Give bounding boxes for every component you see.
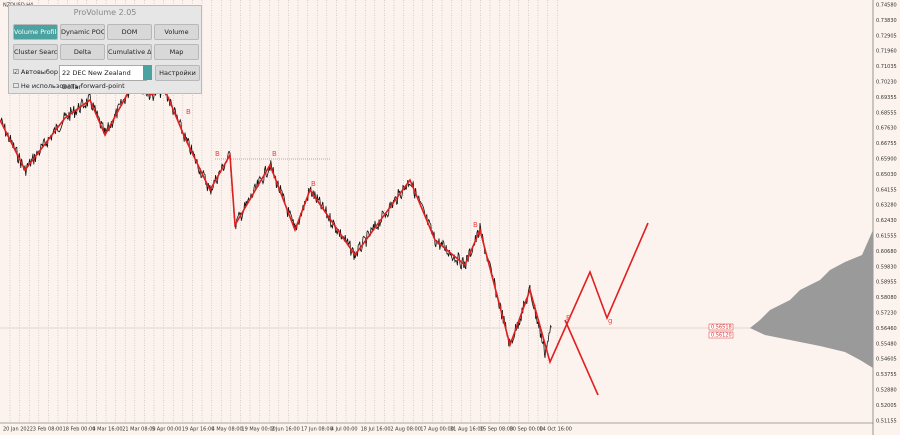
price-label: 0.51155 — [876, 418, 897, 424]
tool-button[interactable]: Map — [154, 44, 199, 60]
price-label: 0.68555 — [876, 110, 897, 116]
price-label: 0.56460 — [876, 326, 897, 332]
price-tag: 0.56518 — [711, 325, 732, 331]
tool-button[interactable]: Volume — [154, 24, 199, 40]
instrument-select[interactable]: 22 DEC New Zealand Dollar — [59, 65, 147, 91]
time-label: 2 Jun 16:00 — [271, 427, 300, 433]
tool-button[interactable]: Delta — [60, 44, 105, 60]
instrument: 22 DEC New Zealand Dollar — [62, 69, 131, 91]
price-label: 0.71035 — [876, 64, 897, 70]
forward-point-label: Не использовать forward-point — [20, 82, 125, 90]
time-label: 31 Aug 16:00 — [450, 427, 484, 433]
time-label: 18 Feb 00:00 — [63, 427, 96, 433]
settings-button[interactable]: Настройки — [155, 65, 200, 81]
time-label: 19 May 00:00 — [241, 427, 275, 433]
time-label: 30 Sep 00:00 — [510, 427, 543, 433]
price-label: 0.52880 — [876, 388, 897, 394]
price-tag-box — [708, 331, 734, 339]
time-label: 21 Mar 08:00 — [122, 427, 155, 433]
time-label: 19 Apr 16:00 — [182, 427, 215, 433]
time-label: 4 Jul 00:00 — [331, 427, 358, 433]
time-label: 15 Sep 08:00 — [480, 427, 513, 433]
forward-point[interactable]: ☐ Не использовать forward-point — [13, 82, 125, 90]
price-label: 0.63280 — [876, 203, 897, 209]
price-label: 0.65030 — [876, 172, 897, 178]
wave-label: B — [186, 108, 191, 116]
price-tag-box — [708, 323, 734, 331]
price-label: 0.58080 — [876, 295, 897, 301]
wave-label: B — [566, 314, 571, 322]
tool-button[interactable]: Cumulative Δ — [107, 44, 152, 60]
volume-profile — [750, 230, 873, 368]
panel-title: ProVolume 2.05 — [73, 8, 137, 17]
price-label: 0.61555 — [876, 234, 897, 240]
price-label: 0.58955 — [876, 280, 897, 286]
price-tag: 0.56120 — [711, 333, 732, 339]
price-label: 0.65900 — [876, 157, 897, 163]
price-label: 0.60680 — [876, 249, 897, 255]
price-label: 0.73830 — [876, 18, 897, 24]
zigzag — [0, 78, 649, 365]
tool-button[interactable]: Dynamic POC — [60, 24, 105, 40]
time-label: 4 Mar 16:00 — [92, 427, 122, 433]
price-label: 0.52005 — [876, 403, 897, 409]
wave-label: B — [473, 221, 478, 229]
price-series — [0, 78, 552, 358]
wave-label: B — [272, 150, 277, 158]
time-label: 2 Aug 08:00 — [390, 427, 421, 433]
tool-button[interactable]: DOM — [107, 24, 152, 40]
price-label: 0.54605 — [876, 357, 897, 363]
price-label: 0.55480 — [876, 341, 897, 347]
dropdown-arrow[interactable] — [143, 65, 152, 80]
price-label: 0.57230 — [876, 311, 897, 317]
time-label: 18 Jul 16:00 — [361, 427, 391, 433]
time-label: 20 Jan 2022 — [3, 427, 33, 433]
time-label: 3 Feb 08:00 — [33, 427, 63, 433]
auto-select-label: Автовыбор — [20, 68, 59, 76]
auto-select[interactable]: ☑ Автовыбор — [13, 68, 59, 76]
time-label: 17 Aug 00:00 — [420, 427, 454, 433]
tool-button[interactable]: Volume Profile — [13, 24, 58, 40]
wave-label: g — [608, 317, 612, 325]
price-label: 0.70230 — [876, 80, 897, 86]
time-label: 14 Oct 16:00 — [539, 427, 572, 433]
price-label: 0.62430 — [876, 218, 897, 224]
price-label: 0.69355 — [876, 95, 897, 101]
time-label: 4 May 08:00 — [212, 427, 243, 433]
wave-label: B — [311, 180, 316, 188]
price-label: 0.53755 — [876, 372, 897, 378]
price-label: 0.74580 — [876, 3, 897, 9]
zigzag — [564, 319, 599, 396]
time-label: 5 Apr 00:00 — [152, 427, 181, 433]
price-label: 0.71960 — [876, 49, 897, 55]
price-label: 0.72905 — [876, 33, 897, 39]
price-label: 0.67630 — [876, 126, 897, 132]
wave-label: B — [215, 150, 220, 158]
price-label: 0.66755 — [876, 141, 897, 147]
provolume-panel: ProVolume 2.05 Volume Profile Dynamic POC… — [8, 5, 202, 94]
price-label: 0.59830 — [876, 264, 897, 270]
time-label: 17 Jun 08:00 — [301, 427, 333, 433]
price-label: 0.64155 — [876, 187, 897, 193]
tool-button[interactable]: Cluster Search — [13, 44, 58, 60]
